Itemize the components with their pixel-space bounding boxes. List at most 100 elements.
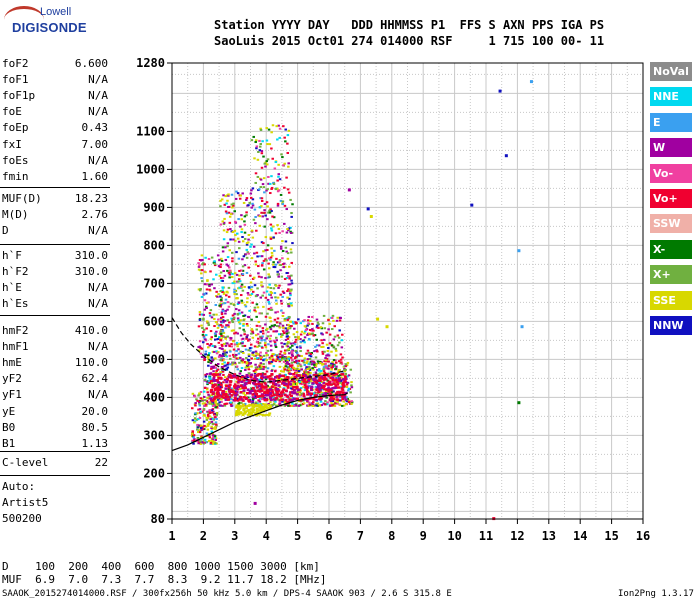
echo-mark xyxy=(238,312,241,315)
echo-mark xyxy=(222,223,226,226)
echo-mark xyxy=(200,254,204,257)
echo-mark xyxy=(217,324,221,327)
echo-mark xyxy=(270,291,273,294)
echo-mark xyxy=(340,404,344,407)
echo-mark xyxy=(274,392,277,395)
echo-mark xyxy=(306,358,310,361)
echo-mark xyxy=(221,220,225,223)
echo-mark xyxy=(230,343,233,346)
echo-mark xyxy=(319,362,322,365)
echo-mark xyxy=(264,277,267,280)
echo-mark xyxy=(319,326,323,329)
echo-mark xyxy=(227,193,230,196)
echo-mark xyxy=(250,318,253,321)
echo-mark xyxy=(229,350,232,353)
echo-core-mark xyxy=(312,398,316,401)
echo-mark xyxy=(278,393,281,396)
echo-core-mark xyxy=(320,375,324,378)
echo-mark xyxy=(279,359,283,362)
echo-core-mark xyxy=(344,398,348,402)
echo-mark xyxy=(302,392,305,395)
echo-mark xyxy=(226,269,229,272)
echo-core-mark xyxy=(241,399,245,402)
echo-mark xyxy=(260,337,263,340)
echo-mark xyxy=(265,201,269,204)
echo-mark xyxy=(221,246,225,249)
echo-core-mark xyxy=(327,388,331,392)
echo-core-mark xyxy=(241,386,245,390)
echo-mark xyxy=(350,402,353,405)
echo-mark xyxy=(272,339,276,342)
echo-mark xyxy=(209,418,212,421)
y-tick-label: 1100 xyxy=(136,124,165,138)
scatter-points xyxy=(253,80,533,521)
echo-mark xyxy=(214,400,217,403)
echo-core-mark xyxy=(302,375,306,378)
echo-mark xyxy=(254,222,257,225)
echo-mark xyxy=(277,378,280,381)
echo-mark xyxy=(238,361,241,364)
echo-mark xyxy=(260,241,264,244)
echo-core-mark xyxy=(276,394,280,397)
echo-mark xyxy=(213,392,217,395)
digisonde-logo-arc xyxy=(4,6,44,33)
echo-mark xyxy=(231,260,234,263)
echo-mark xyxy=(308,384,311,387)
echo-mark xyxy=(224,364,227,367)
echo-core-mark xyxy=(341,397,345,401)
echo-mark xyxy=(200,324,203,327)
echo-mark xyxy=(268,275,271,278)
echo-mark xyxy=(206,383,209,386)
echo-mark xyxy=(235,273,239,276)
echo-mark xyxy=(225,402,229,405)
echo-mark xyxy=(277,286,280,289)
echo-mark xyxy=(264,258,267,261)
y-tick-label: 700 xyxy=(143,276,165,290)
echo-mark xyxy=(300,355,303,358)
echo-mark xyxy=(216,326,220,329)
echo-mark xyxy=(309,371,312,374)
echo-mark xyxy=(278,178,282,181)
echo-mark xyxy=(215,417,218,420)
echo-mark xyxy=(277,356,280,359)
echo-mark xyxy=(310,378,313,381)
echo-mark xyxy=(219,290,223,293)
echo-mark xyxy=(285,231,289,234)
echo-mark xyxy=(286,345,290,348)
echo-core-mark xyxy=(224,398,228,401)
echo-mark xyxy=(270,210,273,213)
param-label: fxI xyxy=(2,137,22,151)
echo-mark xyxy=(243,285,246,288)
echo-mark xyxy=(201,280,204,283)
echo-mark xyxy=(259,356,263,359)
echo-mark xyxy=(232,204,235,207)
echo-mark xyxy=(282,326,285,329)
echo-mark xyxy=(277,377,281,380)
echo-mark xyxy=(321,350,324,353)
echo-core-mark xyxy=(232,374,236,378)
echo-mark xyxy=(248,309,251,312)
echo-mark xyxy=(198,340,202,343)
echo-mark xyxy=(207,379,211,382)
echo-mark xyxy=(278,402,282,405)
echo-mark xyxy=(264,236,268,239)
echo-mark xyxy=(216,295,219,298)
echo-mark xyxy=(259,145,262,148)
echo-mark xyxy=(200,295,204,298)
echo-mark xyxy=(205,320,209,323)
echo-mark xyxy=(193,421,196,424)
echo-mark xyxy=(213,413,216,416)
param-row: foF1 N/A xyxy=(2,72,108,88)
echo-mark xyxy=(274,346,278,349)
echo-mark xyxy=(290,376,294,379)
echo-mark xyxy=(249,294,252,297)
echo-core-mark xyxy=(266,375,270,378)
echo-core-mark xyxy=(251,386,255,390)
x-tick-label: 14 xyxy=(573,529,587,543)
echo-mark xyxy=(282,330,285,333)
echo-mark xyxy=(237,218,240,221)
echo-mark xyxy=(313,350,316,353)
echo-mark xyxy=(305,352,308,355)
echo-core-mark xyxy=(274,376,278,379)
echo-mark xyxy=(202,414,206,417)
